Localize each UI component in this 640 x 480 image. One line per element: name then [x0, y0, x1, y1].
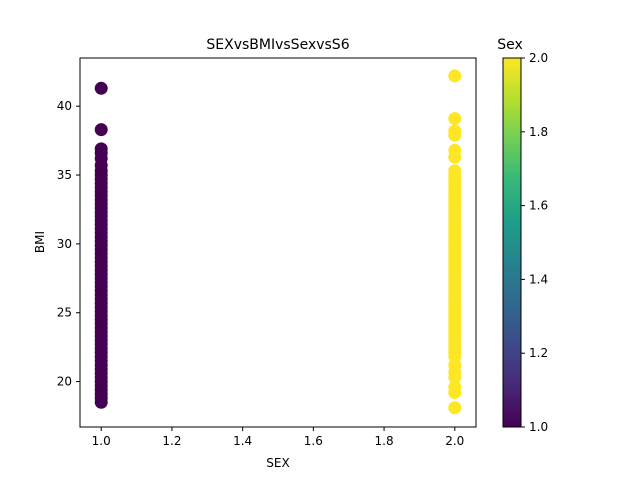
x-axis: 1.0 1.2 1.4 1.6 1.8 2.0	[92, 427, 464, 448]
colorbar-tick-label: 1.8	[529, 125, 548, 139]
x-tick-label: 1.4	[233, 434, 252, 448]
points-layer	[94, 69, 462, 415]
colorbar-tick-label: 1.6	[529, 199, 548, 213]
y-tick-label: 40	[57, 99, 72, 113]
colorbar-tick-label: 2.0	[529, 51, 548, 65]
scatter-point	[94, 395, 108, 409]
scatter-point	[94, 123, 108, 137]
scatter-point	[448, 370, 462, 384]
scatter-point	[448, 401, 462, 415]
scatter-point	[448, 128, 462, 142]
scatter-point	[448, 69, 462, 83]
y-tick-label: 20	[57, 375, 72, 389]
plot-frame	[79, 57, 477, 428]
y-tick-label: 25	[57, 306, 72, 320]
x-tick-label: 1.2	[162, 434, 181, 448]
colorbar	[502, 57, 522, 428]
colorbar-tick-label: 1.4	[529, 272, 548, 286]
colorbar-label: Sex	[497, 37, 523, 53]
x-tick-label: 1.8	[375, 434, 394, 448]
y-tick-label: 30	[57, 237, 72, 251]
x-tick-label: 1.6	[304, 434, 323, 448]
scatter-point	[448, 112, 462, 126]
y-axis-label: BMI	[33, 231, 47, 253]
scatter-point	[94, 81, 108, 95]
x-tick-label: 1.0	[92, 434, 111, 448]
chart-title: SEXvsBMIvsSexvsS6	[206, 37, 349, 53]
colorbar-tick-label: 1.2	[529, 346, 548, 360]
y-tick-label: 35	[57, 168, 72, 182]
scatter-point	[448, 150, 462, 164]
colorbar-axis: 1.0 1.2 1.4 1.6 1.8 2.0	[521, 51, 548, 434]
scatter-point	[448, 386, 462, 400]
x-axis-label: SEX	[266, 456, 289, 470]
colorbar-tick-label: 1.0	[529, 420, 548, 434]
x-tick-label: 2.0	[445, 434, 464, 448]
y-axis: 20 25 30 35 40	[57, 99, 80, 389]
